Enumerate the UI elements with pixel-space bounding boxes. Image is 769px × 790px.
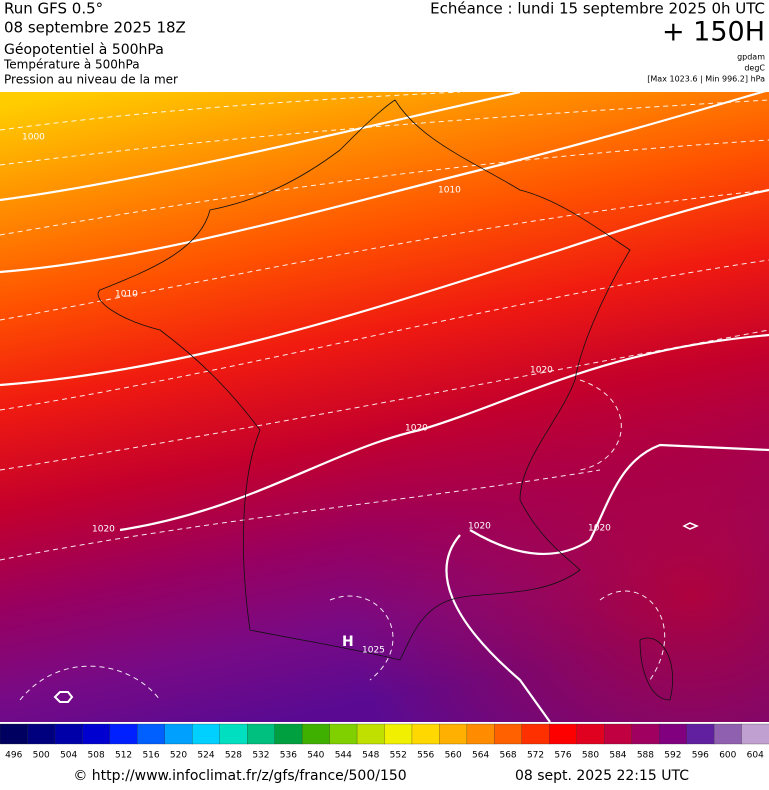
contour-label: 1000 [22,133,45,143]
header: Run GFS 0.5° 08 septembre 2025 18Z Géopo… [3,0,765,87]
colorbar-swatch [109,723,138,745]
colorbar-swatch [164,723,193,745]
unit: gpdam [737,53,765,62]
colorbar-swatch [576,723,605,745]
model: Run GFS 0.5° [4,0,103,18]
colorbar-swatch [192,723,221,745]
pressure-center [682,522,699,530]
colorbar-swatch [274,723,303,745]
colorbar-label: 552 [390,751,407,761]
colorbar-label: 604 [747,751,764,761]
colorbar-label: 592 [664,751,681,761]
colorbar-label: 508 [88,751,105,761]
colorbar-label: 556 [417,751,434,761]
field: Géopotentiel à 500hPa [4,42,164,58]
colorbar-swatch [658,723,688,745]
colorbar-swatch [219,723,248,745]
colorbar-swatch [27,723,56,745]
colorbar-swatch [631,723,660,745]
range: [Max 1023.6 | Min 996.2] hPa [647,75,765,84]
colorbar: 496 500 504 508 512 516 520 524 528 532 536 540 544 5… [0,723,769,761]
colorbar-label: 596 [692,751,709,761]
colorbar-swatch [0,723,29,745]
colorbar-swatch [82,723,111,745]
colorbar-swatch [713,723,743,745]
source-url: © http://www.infoclimat.fr/z/gfs/france/… [73,768,406,784]
colorbar-label: 504 [60,751,77,761]
map: 1000 1010 1010 1020 1020 1020 1020 1020 … [0,88,769,723]
colorbar-swatch [549,723,578,745]
colorbar-swatch [741,723,769,745]
colorbar-swatch [521,723,550,745]
colorbar-label: 568 [499,751,516,761]
colorbar-label: 520 [170,751,187,761]
colorbar-label: 544 [335,751,352,761]
temperature-contour [0,91,769,701]
colorbar-swatch [301,723,331,745]
generated-time: 08 sept. 2025 22:15 UTC [515,768,689,784]
colorbar-swatch [466,723,496,745]
colorbar-label: 532 [252,751,269,761]
contour-label: 1025 [362,646,385,656]
field: Température à 500hPa [3,58,140,72]
contour-label: 1020 [530,366,553,376]
colorbar-swatch [247,723,276,745]
colorbar-swatch [604,723,633,745]
colorbar-swatch [137,723,166,745]
colorbar-label: 524 [197,751,214,761]
field: Pression au niveau de la mer [4,73,178,87]
colorbar-label: 600 [719,751,736,761]
colorbar-label: 564 [472,751,489,761]
colorbar-swatch [411,723,441,745]
colorbar-label: 496 [5,751,22,761]
contour-labels: 1000 1010 1010 1020 1020 1020 1020 1020 … [22,133,611,656]
contour-label: 1020 [468,522,491,532]
country-border [97,99,674,701]
colorbar-label: 584 [609,751,626,761]
colorbar-swatch [54,723,84,745]
contour-label: 1020 [405,424,428,434]
colorbar-swatch [494,723,523,745]
run: 08 septembre 2025 18Z [4,19,186,37]
contour-label: 1010 [438,186,461,196]
high-marker: H [342,634,354,650]
pressure-center [53,691,74,703]
isobar [0,88,769,723]
colorbar-label: 536 [280,751,297,761]
colorbar-label: 528 [225,751,242,761]
colorbar-label: 580 [582,751,599,761]
colorbar-label: 500 [33,751,50,761]
colorbar-swatch [686,723,715,745]
contour-label: 1020 [588,524,611,534]
colorbar-label: 540 [307,751,324,761]
colorbar-swatch [329,723,358,745]
colorbar-label: 560 [445,751,462,761]
colorbar-label: 548 [362,751,379,761]
field-shade [0,92,769,722]
valid-time: Echéance : lundi 15 septembre 2025 0h UT… [430,0,765,18]
colorbar-swatch [356,723,386,745]
unit: degC [744,64,765,73]
contour-label: 1010 [115,290,138,300]
colorbar-label: 588 [637,751,654,761]
colorbar-label: 512 [115,751,132,761]
colorbar-swatch [384,723,413,745]
colorbar-label: 572 [527,751,544,761]
colorbar-label: 516 [142,751,159,761]
colorbar-swatch [439,723,468,745]
contour-label: 1020 [92,525,115,535]
lead-time: + 150H [662,17,765,48]
colorbar-label: 576 [554,751,571,761]
